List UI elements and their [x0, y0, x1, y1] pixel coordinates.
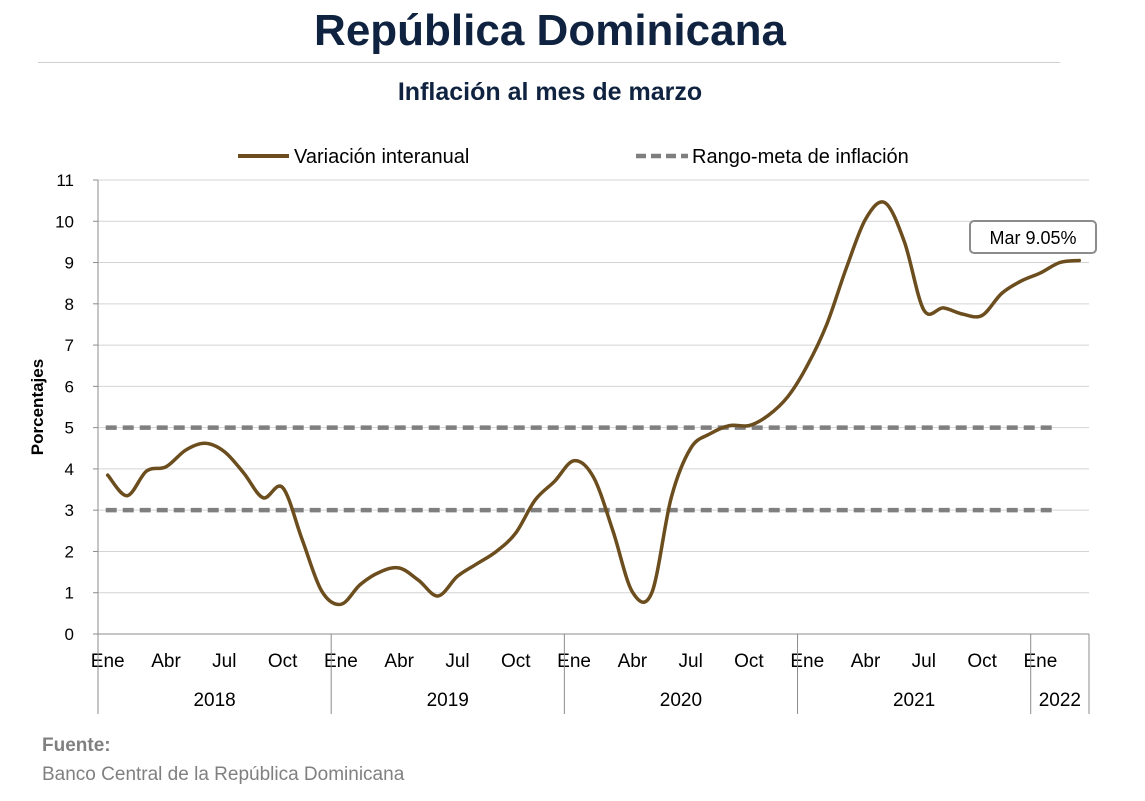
x-month-label: Oct	[268, 651, 298, 672]
grid-lines	[98, 179, 1089, 594]
x-month-label: Jul	[445, 651, 469, 672]
target-range-lines	[105, 425, 1055, 513]
y-tick-label: 2	[65, 542, 74, 561]
x-month-label: Ene	[91, 651, 125, 672]
x-month-label: Jul	[212, 651, 236, 672]
annotation: Mar 9.05%	[969, 220, 1097, 254]
source-text: Banco Central de la República Dominicana	[42, 764, 405, 785]
source-label: Fuente:	[42, 735, 111, 756]
series-line	[105, 200, 1082, 607]
x-month-label: Oct	[967, 651, 997, 672]
y-tick-label: 1	[65, 584, 74, 603]
y-tick-label: 8	[65, 295, 74, 314]
y-axis-label: Porcentajes	[28, 359, 47, 455]
x-month-label: Abr	[151, 651, 181, 672]
x-month-label: Ene	[1024, 651, 1058, 672]
x-month-label: Ene	[324, 651, 358, 672]
x-month-label: Jul	[679, 651, 703, 672]
y-tick-label: 4	[65, 460, 74, 479]
chart-subtitle: Inflación al mes de marzo	[397, 78, 703, 106]
annotation-box	[969, 220, 1097, 254]
y-tick-label: 6	[65, 377, 74, 396]
x-year-label: 2022	[1039, 690, 1081, 711]
legend-label-rango-meta: Rango-meta de inflación	[692, 146, 909, 168]
x-year-label: 2019	[427, 690, 469, 711]
x-year-label: 2021	[893, 690, 935, 711]
x-month-label: Abr	[384, 651, 414, 672]
y-tick-label: 3	[65, 501, 74, 520]
axes: 0 1 2 3 4 5 6 7 8 9 10 11 Porcentajes Ene Abr Jul Oct Ene…	[28, 171, 1090, 714]
x-month-label: Jul	[912, 651, 936, 672]
y-tick-label: 11	[56, 171, 74, 190]
y-tick-label: 10	[55, 212, 74, 231]
x-month-label: Ene	[557, 651, 591, 672]
legend-label-variacion: Variación interanual	[294, 146, 469, 168]
x-month-label: Oct	[734, 651, 764, 672]
x-month-label: Abr	[618, 651, 648, 672]
x-year-label: 2018	[193, 690, 235, 711]
y-tick-label: 7	[65, 336, 74, 355]
y-tick-label: 9	[65, 254, 74, 273]
y-tick-label: 5	[65, 419, 74, 438]
x-year-label: 2020	[660, 690, 702, 711]
annotation-label: Mar 9.05%	[989, 228, 1076, 248]
series-line-variacion-interanual	[105, 200, 1082, 607]
x-month-label: Ene	[790, 651, 824, 672]
legend: Variación interanual Rango-meta de inflac…	[238, 146, 909, 168]
x-month-label: Oct	[501, 651, 531, 672]
inflation-line-chart: 0 1 2 3 4 5 6 7 8 9 10 11 Porcentajes Ene Abr Jul Oct Ene…	[28, 146, 1097, 714]
title-divider	[38, 62, 1060, 63]
x-month-label: Abr	[851, 651, 881, 672]
y-tick-label: 0	[65, 625, 74, 644]
page-title: República Dominicana	[314, 6, 786, 55]
